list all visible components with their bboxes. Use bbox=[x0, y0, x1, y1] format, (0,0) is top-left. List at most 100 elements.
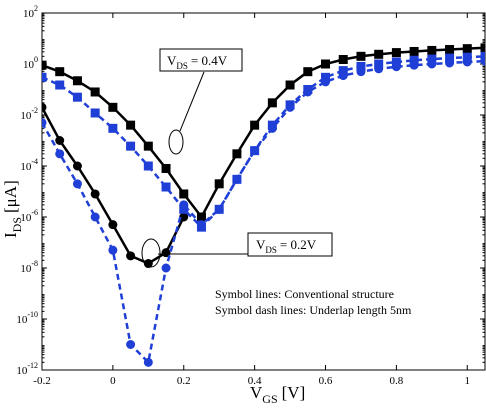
data-point-conv_04 bbox=[214, 179, 224, 189]
data-point-underlap_02 bbox=[196, 220, 206, 230]
data-point-conv_02 bbox=[72, 161, 82, 171]
x-tick-label: 0.4 bbox=[248, 375, 262, 387]
data-point-underlap_02 bbox=[90, 212, 100, 222]
annotation-vds-04-box bbox=[159, 48, 243, 72]
annotation-vds-02-box bbox=[247, 232, 333, 257]
data-point-conv_04 bbox=[374, 49, 384, 59]
annotation-vds-02: VDS = 0.2V bbox=[141, 232, 333, 268]
data-point-conv_02 bbox=[126, 251, 136, 261]
data-point-conv_02 bbox=[90, 189, 100, 199]
data-point-underlap_02 bbox=[214, 204, 224, 214]
data-point-underlap_02 bbox=[356, 67, 366, 77]
data-point-underlap_04 bbox=[126, 141, 136, 151]
data-point-conv_04 bbox=[427, 45, 437, 55]
data-point-underlap_02 bbox=[374, 64, 384, 74]
data-point-underlap_02 bbox=[285, 102, 295, 112]
data-point-underlap_02 bbox=[445, 58, 455, 68]
data-point-underlap_04 bbox=[143, 161, 153, 171]
data-point-underlap_02 bbox=[321, 77, 331, 87]
data-point-underlap_04 bbox=[42, 72, 47, 82]
plot-area bbox=[41, 12, 486, 371]
y-tick-label: 10-6 bbox=[20, 208, 38, 224]
data-point-conv_02 bbox=[42, 102, 47, 112]
annotation-vds-04-leader bbox=[179, 71, 205, 132]
data-point-underlap_02 bbox=[55, 149, 65, 159]
y-tick-label: 10-8 bbox=[20, 259, 38, 275]
y-tick-label: 100 bbox=[23, 55, 38, 71]
data-point-conv_04 bbox=[250, 120, 260, 130]
x-tick-label: 0.2 bbox=[177, 375, 191, 387]
data-point-underlap_02 bbox=[303, 87, 313, 97]
data-point-conv_04 bbox=[108, 102, 118, 112]
data-point-conv_04 bbox=[409, 46, 419, 56]
data-point-conv_04 bbox=[126, 120, 136, 130]
data-point-underlap_04 bbox=[90, 108, 100, 118]
data-point-conv_04 bbox=[72, 76, 82, 86]
data-point-conv_04 bbox=[55, 67, 65, 77]
data-point-underlap_02 bbox=[108, 245, 118, 255]
data-point-conv_04 bbox=[232, 149, 242, 159]
data-point-conv_04 bbox=[480, 43, 485, 53]
data-point-conv_04 bbox=[356, 51, 366, 61]
y-tick-label: 10-10 bbox=[16, 310, 38, 326]
annotation-vds-04-marker bbox=[168, 129, 184, 155]
data-point-conv_04 bbox=[338, 55, 348, 65]
data-point-conv_04 bbox=[462, 44, 472, 54]
series-group bbox=[42, 43, 485, 367]
axis-ticks: -0.2 0 0.2 0.4 0.6 0.8 1 10-12 10-10 10-8 10-6 10-4… bbox=[16, 4, 485, 387]
data-point-underlap_02 bbox=[179, 200, 189, 210]
series-layer bbox=[42, 43, 485, 367]
x-tick-label: 0 bbox=[110, 375, 116, 387]
y-tick-label: 102 bbox=[23, 4, 38, 20]
data-point-underlap_02 bbox=[42, 118, 47, 128]
data-point-conv_04 bbox=[445, 45, 455, 55]
data-point-conv_04 bbox=[90, 87, 100, 97]
data-point-underlap_02 bbox=[250, 146, 260, 156]
data-point-underlap_02 bbox=[232, 174, 242, 184]
x-tick-label: 1 bbox=[465, 375, 471, 387]
x-tick-label: 0.8 bbox=[390, 375, 404, 387]
data-point-underlap_02 bbox=[72, 179, 82, 189]
data-point-conv_04 bbox=[179, 189, 189, 199]
annotation-vds-04: VDS = 0.4V bbox=[159, 48, 243, 155]
note-underlap: Symbol dash lines: Underlap length 5nm bbox=[215, 303, 412, 317]
data-point-underlap_02 bbox=[338, 71, 348, 81]
x-tick-label: 0.6 bbox=[319, 375, 333, 387]
data-point-underlap_02 bbox=[427, 59, 437, 69]
data-point-underlap_04 bbox=[480, 51, 485, 61]
x-axis-title: VGS [V] bbox=[250, 383, 305, 406]
data-point-underlap_02 bbox=[409, 60, 419, 70]
data-point-underlap_02 bbox=[267, 123, 277, 133]
data-point-underlap_02 bbox=[161, 263, 171, 273]
data-point-conv_02 bbox=[55, 136, 65, 145]
data-point-underlap_04 bbox=[55, 80, 65, 90]
data-point-underlap_02 bbox=[143, 357, 153, 367]
data-point-underlap_02 bbox=[480, 56, 485, 66]
annotation-vds-04-label: VDS = 0.4V bbox=[167, 53, 228, 71]
y-tick-label: 10-12 bbox=[16, 361, 38, 377]
note-conventional: Symbol lines: Conventional structure bbox=[215, 287, 394, 301]
y-tick-label: 10-4 bbox=[20, 157, 38, 173]
data-point-underlap_02 bbox=[391, 62, 401, 72]
data-point-conv_04 bbox=[303, 67, 313, 77]
data-point-conv_04 bbox=[42, 60, 47, 70]
data-point-underlap_04 bbox=[108, 123, 118, 133]
data-point-underlap_02 bbox=[462, 57, 472, 67]
y-axis-title: IDS[μA] bbox=[1, 180, 24, 238]
data-point-conv_04 bbox=[391, 48, 401, 58]
data-point-underlap_04 bbox=[72, 92, 82, 102]
data-point-conv_02 bbox=[108, 220, 118, 230]
data-point-conv_02 bbox=[161, 248, 171, 258]
data-point-conv_04 bbox=[267, 98, 277, 108]
data-point-underlap_04 bbox=[161, 182, 171, 192]
data-point-conv_02 bbox=[179, 212, 189, 222]
data-point-conv_04 bbox=[285, 80, 295, 90]
data-point-conv_04 bbox=[321, 59, 331, 69]
x-tick-label: -0.2 bbox=[33, 375, 50, 387]
data-point-conv_04 bbox=[143, 141, 153, 151]
annotation-vds-02-marker bbox=[141, 238, 161, 268]
annotation-vds-02-label: VDS = 0.2V bbox=[256, 237, 317, 255]
y-tick-label: 10-2 bbox=[20, 106, 38, 122]
data-point-conv_04 bbox=[196, 212, 206, 222]
